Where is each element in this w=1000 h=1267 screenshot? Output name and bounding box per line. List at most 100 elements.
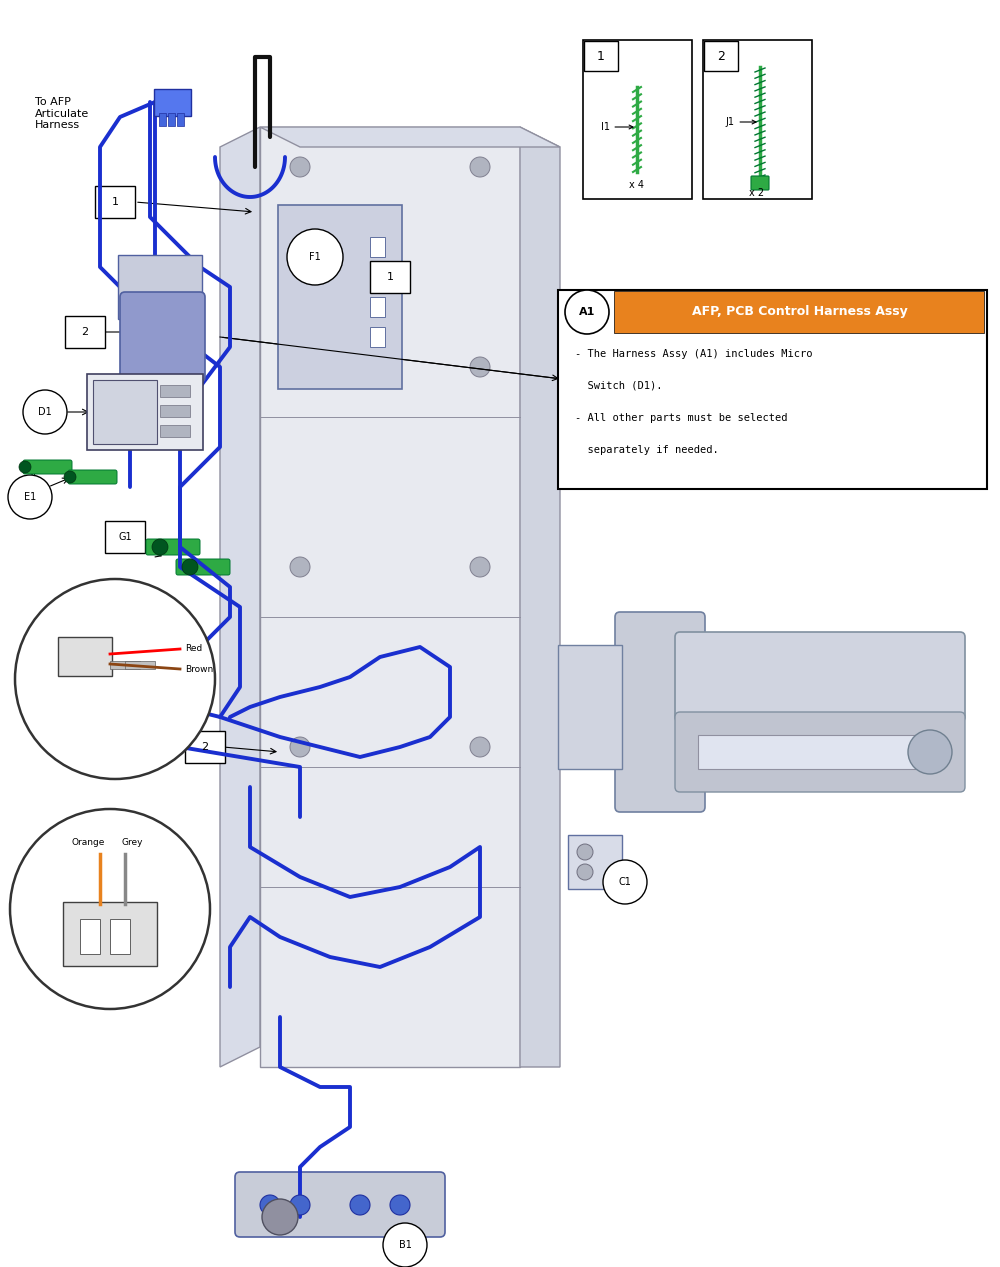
Text: 1: 1 xyxy=(597,49,605,62)
Circle shape xyxy=(42,654,68,680)
Circle shape xyxy=(470,357,490,378)
Text: B1: B1 xyxy=(399,1240,411,1251)
Text: Orange: Orange xyxy=(71,837,105,848)
FancyBboxPatch shape xyxy=(176,113,184,125)
Circle shape xyxy=(565,290,609,334)
FancyBboxPatch shape xyxy=(185,731,225,763)
Circle shape xyxy=(10,810,210,1009)
Circle shape xyxy=(64,471,76,483)
FancyBboxPatch shape xyxy=(615,612,705,812)
FancyBboxPatch shape xyxy=(558,290,987,489)
Circle shape xyxy=(152,538,168,555)
Text: G1: G1 xyxy=(118,532,132,542)
Circle shape xyxy=(260,1195,280,1215)
Text: 1: 1 xyxy=(111,196,118,207)
Text: E1: E1 xyxy=(24,492,36,502)
Text: 2: 2 xyxy=(81,327,89,337)
Text: Switch (D1).: Switch (D1). xyxy=(575,381,662,392)
Circle shape xyxy=(470,157,490,177)
FancyBboxPatch shape xyxy=(278,205,402,389)
Text: - The Harness Assy (A1) includes Micro: - The Harness Assy (A1) includes Micro xyxy=(575,348,812,359)
Text: Grey: Grey xyxy=(121,837,143,848)
FancyBboxPatch shape xyxy=(675,712,965,792)
Text: Brown: Brown xyxy=(185,664,213,674)
FancyBboxPatch shape xyxy=(68,470,117,484)
Text: A1: A1 xyxy=(579,307,595,317)
Circle shape xyxy=(290,1195,310,1215)
FancyBboxPatch shape xyxy=(558,645,622,769)
Text: x 4: x 4 xyxy=(630,180,644,190)
Polygon shape xyxy=(520,127,560,1067)
Circle shape xyxy=(290,157,310,177)
Circle shape xyxy=(49,626,61,639)
FancyBboxPatch shape xyxy=(58,637,112,677)
FancyBboxPatch shape xyxy=(95,186,135,218)
Text: 1: 1 xyxy=(386,272,394,283)
Text: H1: H1 xyxy=(45,645,59,655)
Polygon shape xyxy=(260,127,520,1067)
Polygon shape xyxy=(260,127,560,147)
Text: 2: 2 xyxy=(201,742,209,753)
Circle shape xyxy=(290,357,310,378)
Circle shape xyxy=(23,390,67,435)
Circle shape xyxy=(30,628,74,672)
FancyBboxPatch shape xyxy=(176,559,230,575)
Polygon shape xyxy=(220,127,260,1067)
Bar xyxy=(110,661,140,669)
Circle shape xyxy=(15,579,215,779)
Circle shape xyxy=(42,620,68,645)
Bar xyxy=(110,919,130,954)
FancyBboxPatch shape xyxy=(703,41,812,199)
Circle shape xyxy=(577,844,593,860)
Bar xyxy=(370,327,385,347)
Text: F1: F1 xyxy=(309,252,321,262)
Circle shape xyxy=(182,559,198,575)
Bar xyxy=(160,424,190,437)
Text: separately if needed.: separately if needed. xyxy=(575,445,719,455)
FancyBboxPatch shape xyxy=(584,41,618,71)
Circle shape xyxy=(262,1199,298,1235)
FancyBboxPatch shape xyxy=(23,460,72,474)
Text: C1: C1 xyxy=(619,877,631,887)
FancyBboxPatch shape xyxy=(698,735,932,769)
FancyBboxPatch shape xyxy=(154,89,191,117)
FancyBboxPatch shape xyxy=(93,380,157,443)
Circle shape xyxy=(8,475,52,519)
Circle shape xyxy=(577,864,593,881)
Circle shape xyxy=(290,557,310,576)
FancyBboxPatch shape xyxy=(370,261,410,293)
FancyBboxPatch shape xyxy=(63,902,157,965)
FancyBboxPatch shape xyxy=(118,255,202,319)
Circle shape xyxy=(390,1195,410,1215)
Circle shape xyxy=(603,860,647,903)
Circle shape xyxy=(383,1223,427,1267)
FancyBboxPatch shape xyxy=(87,374,203,450)
Circle shape xyxy=(470,557,490,576)
FancyBboxPatch shape xyxy=(751,176,769,190)
Text: D1: D1 xyxy=(38,407,52,417)
FancyBboxPatch shape xyxy=(120,291,205,381)
Text: x 2: x 2 xyxy=(749,188,765,198)
FancyBboxPatch shape xyxy=(105,521,145,552)
Text: AFP, PCB Control Harness Assy: AFP, PCB Control Harness Assy xyxy=(692,305,908,318)
FancyBboxPatch shape xyxy=(159,113,166,125)
Circle shape xyxy=(470,737,490,756)
FancyBboxPatch shape xyxy=(675,632,965,722)
Bar xyxy=(160,405,190,417)
FancyBboxPatch shape xyxy=(583,41,692,199)
Bar xyxy=(80,919,100,954)
Text: To AFP
Articulate
Harness: To AFP Articulate Harness xyxy=(35,98,89,131)
Text: J1: J1 xyxy=(726,117,756,127)
Circle shape xyxy=(350,1195,370,1215)
Bar xyxy=(370,237,385,257)
Circle shape xyxy=(49,661,61,673)
Bar xyxy=(160,385,190,397)
Text: I1: I1 xyxy=(600,122,633,132)
Circle shape xyxy=(290,737,310,756)
Circle shape xyxy=(19,461,31,473)
Bar xyxy=(125,661,155,669)
Text: Red: Red xyxy=(185,645,202,654)
FancyBboxPatch shape xyxy=(65,315,105,348)
Bar xyxy=(370,267,385,288)
FancyBboxPatch shape xyxy=(146,538,200,555)
